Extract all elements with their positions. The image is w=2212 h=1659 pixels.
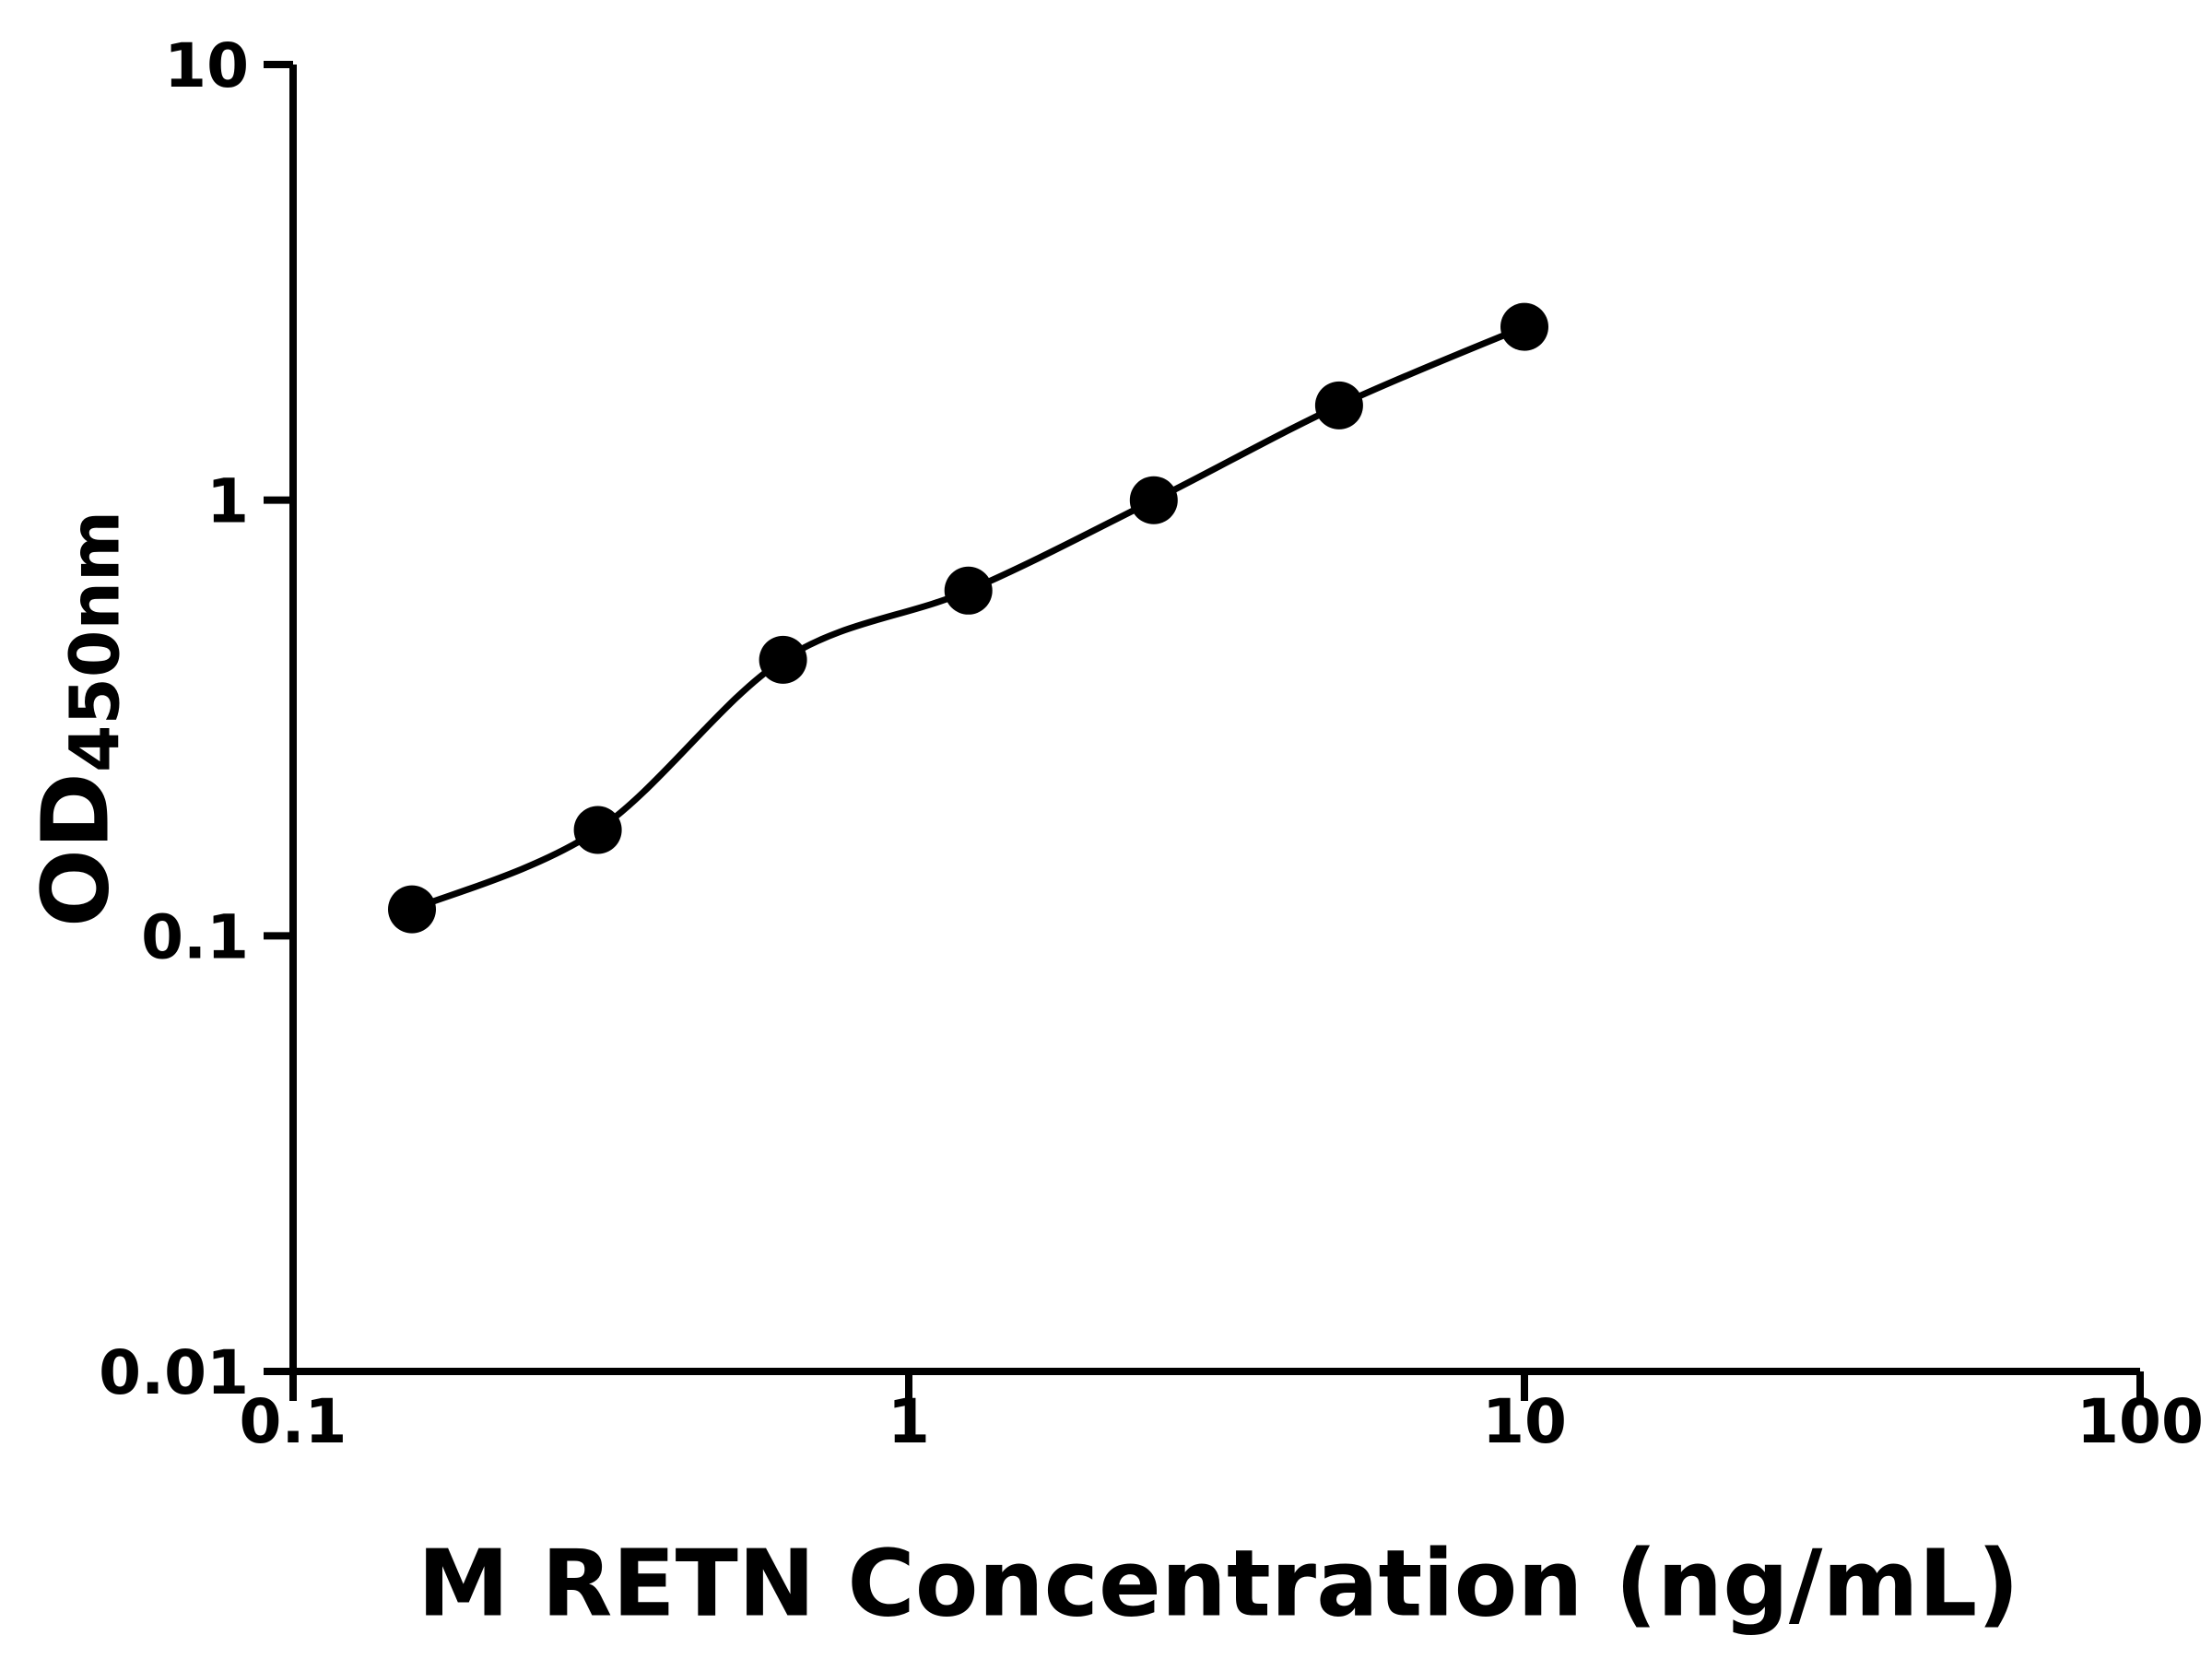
x-tick-label: 10: [1482, 1386, 1567, 1457]
data-point: [388, 885, 436, 934]
data-point: [944, 566, 993, 615]
y-tick-label: 0.01: [99, 1337, 249, 1408]
x-tick-label: 0.1: [240, 1386, 347, 1457]
y-tick-label: 0.1: [141, 901, 249, 972]
y-tick-label: 10: [164, 30, 249, 101]
y-axis-title: OD450nm: [22, 511, 135, 927]
x-tick-label: 1: [888, 1386, 930, 1457]
x-axis-title: M RETN Concentration (ng/mL): [418, 1529, 2019, 1638]
data-point: [1314, 381, 1363, 429]
axis-spines: [289, 65, 2140, 1375]
data-point: [1500, 302, 1548, 351]
data-point: [573, 806, 622, 854]
data-point: [759, 635, 807, 684]
y-axis-title-main: OD: [21, 772, 130, 928]
data-point: [1129, 476, 1178, 524]
y-axis-title-sub: 450nm: [55, 510, 135, 773]
y-tick-label: 1: [206, 466, 249, 537]
x-tick-label: 100: [2077, 1386, 2204, 1457]
